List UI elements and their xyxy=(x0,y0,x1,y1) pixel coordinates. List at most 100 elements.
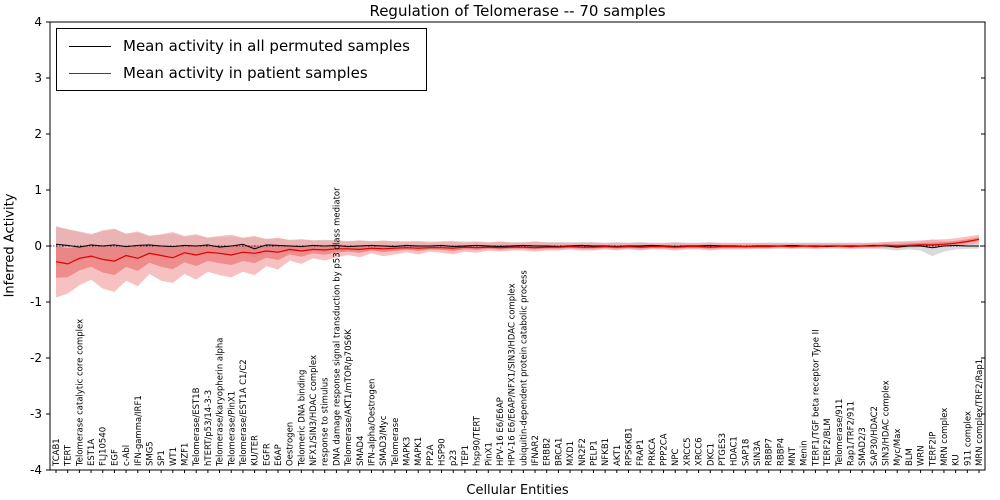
legend-label-permuted: Mean activity in all permuted samples xyxy=(123,37,410,55)
x-tick-label: MRN complex/TRF2/Rap1 xyxy=(975,359,985,466)
x-tick-label: MAPK1 xyxy=(414,437,424,466)
x-tick-label: PELP1 xyxy=(589,440,599,466)
x-tick-label: TERT xyxy=(64,444,74,467)
x-tick-label: DKC1 xyxy=(706,443,716,466)
y-tick-label: 1 xyxy=(34,183,42,197)
x-tick-label: EGF xyxy=(110,449,120,466)
x-tick-label: FRAP1 xyxy=(636,439,646,466)
y-axis-label: Inferred Activity xyxy=(2,193,18,298)
x-tick-label: MAPK3 xyxy=(403,437,413,466)
plot-area xyxy=(50,226,985,298)
legend-label-patient: Mean activity in patient samples xyxy=(123,64,368,82)
x-tick-label: SIN3A xyxy=(753,440,763,466)
x-tick-label: ubiquitin-dependent protein catabolic pr… xyxy=(519,270,529,466)
x-tick-label: SMAD3/Myc xyxy=(379,415,389,466)
x-tick-label: Telomerase/karyopherin alpha xyxy=(216,337,226,467)
y-tick-label: 2 xyxy=(34,127,42,141)
x-tick-label: PinX1 xyxy=(484,442,494,466)
x-tick-label: SAP18 xyxy=(741,439,751,466)
x-tick-label: NFX1/SIN3/HDAC complex xyxy=(309,355,319,466)
x-tick-label: HPV-16 E6/E6AP xyxy=(496,397,506,466)
patient-mean-line xyxy=(55,238,980,265)
x-tick-label: SIN3/HDAC complex xyxy=(882,380,892,466)
x-tick-label: IFN-gamma/IRF1 xyxy=(134,395,144,466)
x-tick-label: SMG5 xyxy=(145,441,155,466)
x-tick-label: NPC xyxy=(671,449,681,466)
x-tick-label: Telomerase/AKT1/mTOR/p70S6K xyxy=(344,329,354,467)
x-tick-label: KU/TER xyxy=(251,435,261,466)
x-tick-label: c-Abl xyxy=(122,445,132,466)
x-tick-label: IFN-alpha/Oestrogen xyxy=(367,379,377,466)
legend-line-patient-icon xyxy=(69,72,111,74)
x-tick-label: RPS6KB1 xyxy=(624,427,634,466)
y-tick-label: 4 xyxy=(34,15,42,29)
legend-item-patient: Mean activity in patient samples xyxy=(69,64,410,82)
x-tick-label: p23 xyxy=(449,450,459,466)
x-tick-label: BLM xyxy=(905,448,915,466)
x-tick-label: ERBB2 xyxy=(543,438,553,466)
x-tick-label: Telomerase catalytic core complex xyxy=(75,319,85,467)
x-tick-label: PPP2CA xyxy=(660,433,670,466)
x-tick-label: Telomeric DNA binding xyxy=(297,370,307,467)
x-tick-label: NR2F2 xyxy=(578,438,588,466)
x-tick-label: FLJ10540 xyxy=(99,427,109,466)
chart-title: Regulation of Telomerase -- 70 samples xyxy=(369,2,666,20)
x-tick-label: TERF2IP xyxy=(928,432,938,467)
x-tick-label: SP1 xyxy=(157,450,167,466)
legend-item-permuted: Mean activity in all permuted samples xyxy=(69,37,410,55)
x-tick-label: HDAC1 xyxy=(730,436,740,466)
x-tick-label: Telomerase/PinX1 xyxy=(227,391,237,467)
x-tick-label: WT1 xyxy=(169,447,179,466)
x-tick-label: MXD1 xyxy=(566,441,576,466)
y-tick-label: 3 xyxy=(34,71,42,85)
x-tick-label: HSP90 xyxy=(438,438,448,466)
x-tick-label: KU xyxy=(952,454,962,466)
x-tick-label: Telomerase/911 xyxy=(835,399,845,468)
x-tick-label: SMAD4 xyxy=(356,436,366,467)
x-tick-label: Telomerase/EST1B xyxy=(192,387,202,467)
x-tick-label: hsp90/TERT xyxy=(473,415,483,466)
x-tick-label: MZF1 xyxy=(181,443,191,466)
x-tick-label: response to stimulus xyxy=(321,377,331,466)
patient-band-outer xyxy=(56,226,979,298)
legend-line-permuted-icon xyxy=(69,45,111,47)
x-tick-label: EST1A xyxy=(87,439,97,466)
x-tick-label: WRN xyxy=(917,445,927,466)
x-tick-label: XRCC5 xyxy=(683,437,693,466)
x-tick-label: E6AP xyxy=(274,444,284,466)
x-tick-label: SMAD2/3 xyxy=(858,427,868,466)
x-tick-label: PRKCA xyxy=(648,438,658,466)
x-tick-label: NFKB1 xyxy=(601,438,611,466)
x-tick-label: RBBP4 xyxy=(776,438,786,466)
x-tick-labels: TCAB1 TERT Telomerase catalytic core compl… xyxy=(52,187,985,467)
x-tick-label: MNT xyxy=(788,446,798,466)
x-tick-label: Menin xyxy=(800,440,810,466)
x-tick-label: DNA damage response signal transduction … xyxy=(332,187,342,466)
x-tick-label: Telomerase xyxy=(391,418,401,467)
x-ticks xyxy=(55,470,980,473)
x-tick-label: BRCA1 xyxy=(554,438,564,466)
x-tick-label: MRN complex xyxy=(940,408,950,466)
x-tick-label: Telomerase/EST1A C1/C2 xyxy=(239,359,249,467)
y-tick-label: 0 xyxy=(34,239,42,253)
x-axis-label: Cellular Entities xyxy=(466,483,569,498)
y-tick-label: -3 xyxy=(30,407,42,421)
x-tick-label: hTERT/p53/14-3-3 xyxy=(204,390,214,466)
x-tick-label: TERF1/TGF beta receptor Type II xyxy=(811,329,821,467)
x-tick-label: EGFR xyxy=(262,443,272,466)
patient-band-inner xyxy=(56,237,979,278)
x-tick-label: 911 complex xyxy=(963,411,973,466)
x-tick-label: TCAB1 xyxy=(52,438,62,467)
x-tick-label: PTGES3 xyxy=(718,433,728,466)
y-tick-label: -2 xyxy=(30,351,42,365)
x-tick-label: RBBP7 xyxy=(765,438,775,466)
x-tick-label: AKT1 xyxy=(613,445,623,466)
y-tick-label: -4 xyxy=(30,463,42,477)
x-tick-label: Myc/Max xyxy=(893,429,903,466)
x-tick-label: TEP1 xyxy=(461,445,471,467)
x-tick-label: TERF2/BLM xyxy=(823,418,833,467)
legend: Mean activity in all permuted samples Me… xyxy=(56,28,427,91)
x-tick-label: SAP30/HDAC2 xyxy=(870,406,880,466)
